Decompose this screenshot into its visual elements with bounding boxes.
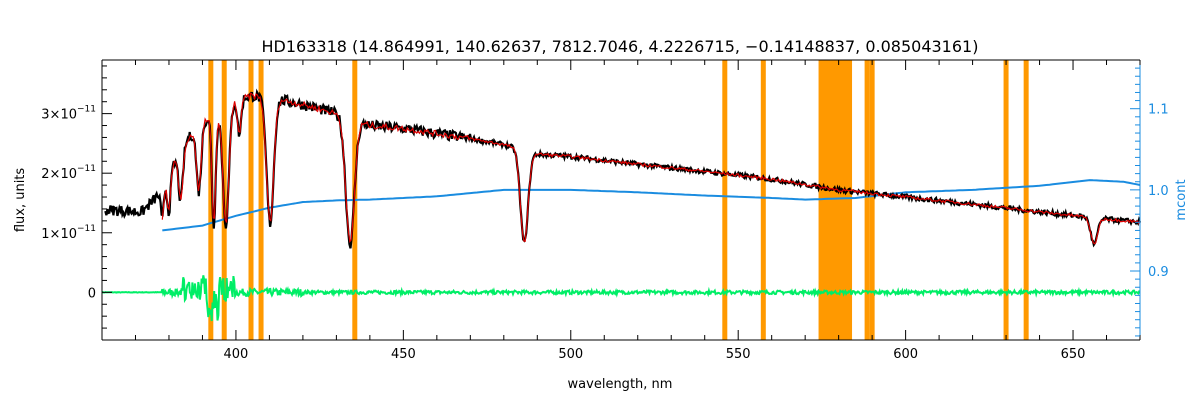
x-tick-label: 450 <box>391 347 416 362</box>
x-tick-label: 600 <box>893 347 918 362</box>
y2-tick-label: 0.9 <box>1148 265 1169 280</box>
mask-line <box>864 60 870 340</box>
mask-line <box>869 60 875 340</box>
mask-line <box>248 60 254 340</box>
residual-series <box>101 275 1141 322</box>
x-axis-label: wavelength, nm <box>568 377 673 392</box>
mcont-line <box>162 179 1141 232</box>
y-tick-label: 2×10−11 <box>41 164 96 182</box>
residual-line <box>101 275 1141 322</box>
y-ticks: 0 1×10−11 2×10−11 3×10−11 <box>41 65 112 341</box>
chart-title: HD163318 (14.864991, 140.62637, 7812.704… <box>262 37 979 56</box>
y-axis-label: flux, units <box>13 168 28 233</box>
mask-line <box>722 60 728 340</box>
y2-tick-label: 1.0 <box>1148 184 1169 199</box>
y2-ticks: 0.9 1.0 1.1 <box>1130 67 1169 337</box>
mask-line <box>258 60 264 340</box>
mcont-series <box>162 179 1141 232</box>
x-tick-label: 400 <box>224 347 249 362</box>
mask-line <box>1003 60 1009 340</box>
x-tick-label: 550 <box>726 347 751 362</box>
axes <box>101 59 1141 341</box>
x-tick-label: 500 <box>558 347 583 362</box>
x-tick-label: 650 <box>1061 347 1086 362</box>
model-series <box>161 92 1141 245</box>
mask-line <box>760 60 766 340</box>
model-line <box>161 92 1141 245</box>
y2-tick-label: 1.1 <box>1148 103 1169 118</box>
y-tick-label: 1×10−11 <box>41 224 96 242</box>
y-tick-label: 0 <box>88 286 96 301</box>
mask-line <box>208 60 214 340</box>
x-ticks: 400 450 500 550 600 650 <box>101 60 1141 362</box>
y2-axis-label: mcont <box>1174 179 1189 220</box>
y-tick-label: 3×10−11 <box>41 105 96 123</box>
mask-line <box>1023 60 1029 340</box>
